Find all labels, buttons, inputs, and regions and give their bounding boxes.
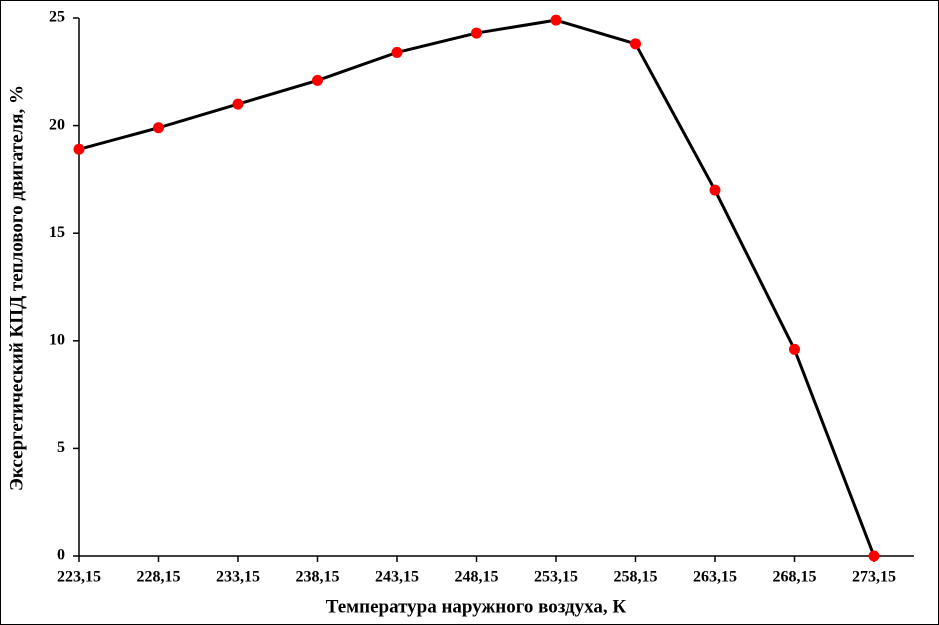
point [709,184,721,196]
x-tick-label: 233,15 [216,569,260,586]
x-tick-label: 223,15 [57,569,101,586]
point [153,122,164,134]
y-tick-label: 5 [57,439,65,456]
x-tick-label: 228,15 [137,569,181,586]
point [471,27,482,39]
point [73,143,85,155]
y-tick-label: 0 [57,547,65,564]
y-tick-label: 10 [49,331,65,348]
y-tick-label: 15 [49,224,65,241]
x-tick-label: 273,15 [852,569,896,586]
x-tick-label: 263,15 [693,569,737,586]
y-axis-title: Эксергетический КПД теплового двигателя,… [6,85,27,491]
point [312,74,323,86]
y-tick-label: 25 [49,9,65,26]
point [868,550,880,562]
point [789,343,800,355]
x-tick-label: 253,15 [534,569,578,586]
point [550,14,562,26]
y-tick-label: 20 [49,116,65,133]
x-tick-label: 268,15 [773,569,817,586]
x-tick-label: 238,15 [296,569,340,586]
x-tick-label: 258,15 [614,569,658,586]
point [391,46,403,58]
x-tick-label: 248,15 [455,569,499,586]
x-axis-title: Температура наружного воздуха, К [326,596,627,617]
point [232,98,244,110]
point [630,38,641,50]
x-tick-label: 243,15 [375,569,419,586]
